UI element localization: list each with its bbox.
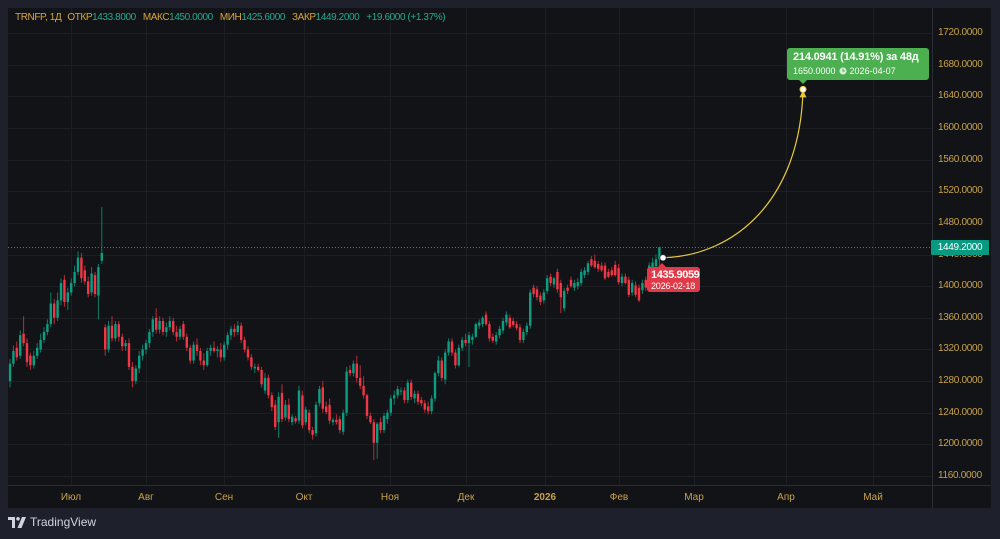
- price-axis-label: 1320.0000: [938, 343, 983, 355]
- projection-target-date: 2026-04-07: [849, 66, 896, 76]
- time-axis-label: Окт: [295, 492, 313, 503]
- start-price: 1435.9059: [651, 269, 700, 281]
- ohlc-legend: TRNFP, 1Д ОТКР1433.8000 МАКС1450.0000 МИ…: [15, 12, 446, 23]
- price-axis-label: 1480.0000: [938, 216, 983, 228]
- tradingview-logo-link[interactable]: TradingView: [8, 514, 96, 530]
- time-axis-label: Июл: [60, 492, 82, 503]
- time-axis-label: 2026: [533, 492, 557, 503]
- high-label: МАКС: [142, 12, 170, 23]
- open-label: ОТКР: [67, 12, 93, 23]
- symbol-interval[interactable]: TRNFP, 1Д: [15, 12, 62, 23]
- low-value: 1425.6000: [241, 12, 286, 23]
- time-axis-label: Мар: [684, 492, 704, 503]
- time-axis-label: Фев: [609, 492, 629, 503]
- legend-close: ЗАКР1449.2000: [292, 12, 360, 23]
- price-axis-label: 1680.0000: [938, 58, 983, 70]
- legend-open: ОТКР1433.8000: [67, 12, 136, 23]
- open-value: 1433.8000: [92, 12, 136, 23]
- brand-name: TradingView: [30, 515, 97, 529]
- price-axis-label: 1360.0000: [938, 311, 983, 323]
- price-axis-label: 1640.0000: [938, 90, 983, 102]
- clock-icon: [838, 67, 847, 75]
- change-value: +19.6000 (+1.37%): [366, 12, 446, 23]
- price-axis-label: 1280.0000: [938, 375, 983, 387]
- start-date: 2026-02-18: [651, 281, 696, 291]
- time-axis-label: Сен: [214, 492, 234, 503]
- high-value: 1450.0000: [169, 12, 213, 23]
- projection-target-price: 1650.0000: [793, 66, 836, 76]
- price-axis-label: 1200.0000: [938, 438, 983, 450]
- price-axis-label: 1720.0000: [938, 27, 983, 38]
- price-axis-label: 1240.0000: [938, 406, 983, 418]
- projection-label[interactable]: 214.0941 (14.91%) за 48д 1650.0000 2026-…: [787, 48, 929, 84]
- projection-start-label[interactable]: 1435.9059 2026-02-18: [647, 263, 700, 292]
- tradingview-logo-icon: [8, 516, 26, 528]
- legend-high: МАКС1450.0000: [143, 12, 213, 23]
- time-axis-label: Авг: [138, 492, 154, 503]
- price-axis-label: 1160.0000: [938, 470, 982, 481]
- projection-headline: 214.0941 (14.91%) за 48д: [793, 51, 919, 63]
- price-axis-label: 1600.0000: [938, 121, 983, 133]
- low-label: МИН: [219, 12, 242, 23]
- time-axis-label: Ноя: [380, 492, 400, 503]
- close-label: ЗАКР: [292, 12, 316, 23]
- price-axis-label: 1400.0000: [938, 280, 983, 292]
- price-axis-label: 1520.0000: [938, 185, 983, 197]
- price-axis-label: 1560.0000: [938, 153, 983, 165]
- projection-target: 1650.0000 2026-04-07: [793, 66, 896, 76]
- close-value: 1449.2000: [315, 12, 360, 23]
- time-axis-label: Апр: [777, 492, 795, 503]
- chart-frame: [8, 8, 991, 508]
- last-price-label: 1449.2000: [931, 240, 989, 255]
- time-axis-label: Май: [863, 492, 883, 503]
- start-label-pointer: [658, 263, 666, 267]
- legend-low: МИН1425.6000: [219, 12, 286, 23]
- projection-label-pointer: [799, 80, 807, 84]
- time-axis-label: Дек: [457, 492, 475, 503]
